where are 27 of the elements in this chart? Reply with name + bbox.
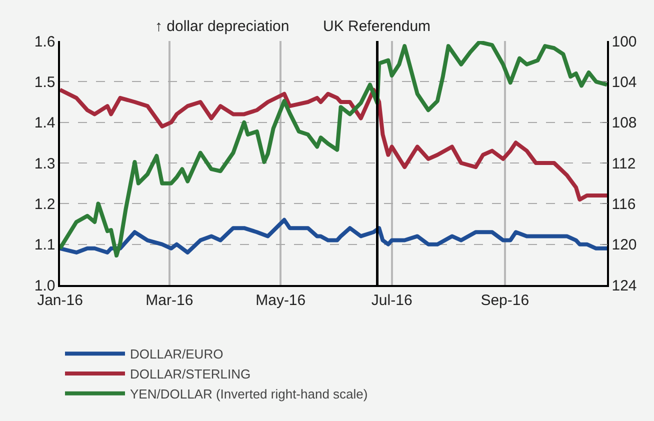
ref-line-label: UK Referendum — [323, 18, 431, 35]
y-tick-label: 1.1 — [34, 236, 56, 254]
line-series — [60, 88, 607, 202]
y2-tick-label: 120 — [612, 236, 637, 254]
y-tick-label: 1.2 — [34, 196, 56, 213]
line-series — [60, 218, 607, 254]
y2-tick-label: 104 — [612, 74, 637, 91]
y2-tick-label: 116 — [612, 196, 636, 213]
y2-tick-label: 100 — [612, 33, 637, 50]
y-tick-label: 1.4 — [34, 114, 56, 132]
x-tick-label: May-16 — [256, 292, 306, 309]
x-tick-label: Jan-16 — [37, 292, 83, 309]
y-tick-label: 1.3 — [34, 155, 56, 172]
y-tick-label: 1.6 — [34, 33, 56, 50]
x-tick-label: Jul-16 — [371, 292, 412, 309]
x-tick-label: Sep-16 — [480, 292, 530, 309]
y-tick-label: 1.0 — [34, 277, 56, 294]
y2-tick-label: 124 — [612, 277, 637, 294]
legend-label: DOLLAR/STERLING — [130, 366, 251, 382]
x-tick-label: Mar-16 — [146, 292, 194, 309]
line-series — [60, 41, 607, 258]
legend-label: DOLLAR/EURO — [130, 346, 224, 362]
y2-tick-label: 108 — [612, 114, 637, 132]
y-tick-label: 1.5 — [34, 74, 56, 91]
y2-tick-label: 112 — [612, 155, 636, 172]
legend-label: YEN/DOLLAR (Inverted right-hand scale) — [130, 386, 368, 402]
text: ↑ dollar depreciation — [155, 18, 290, 35]
